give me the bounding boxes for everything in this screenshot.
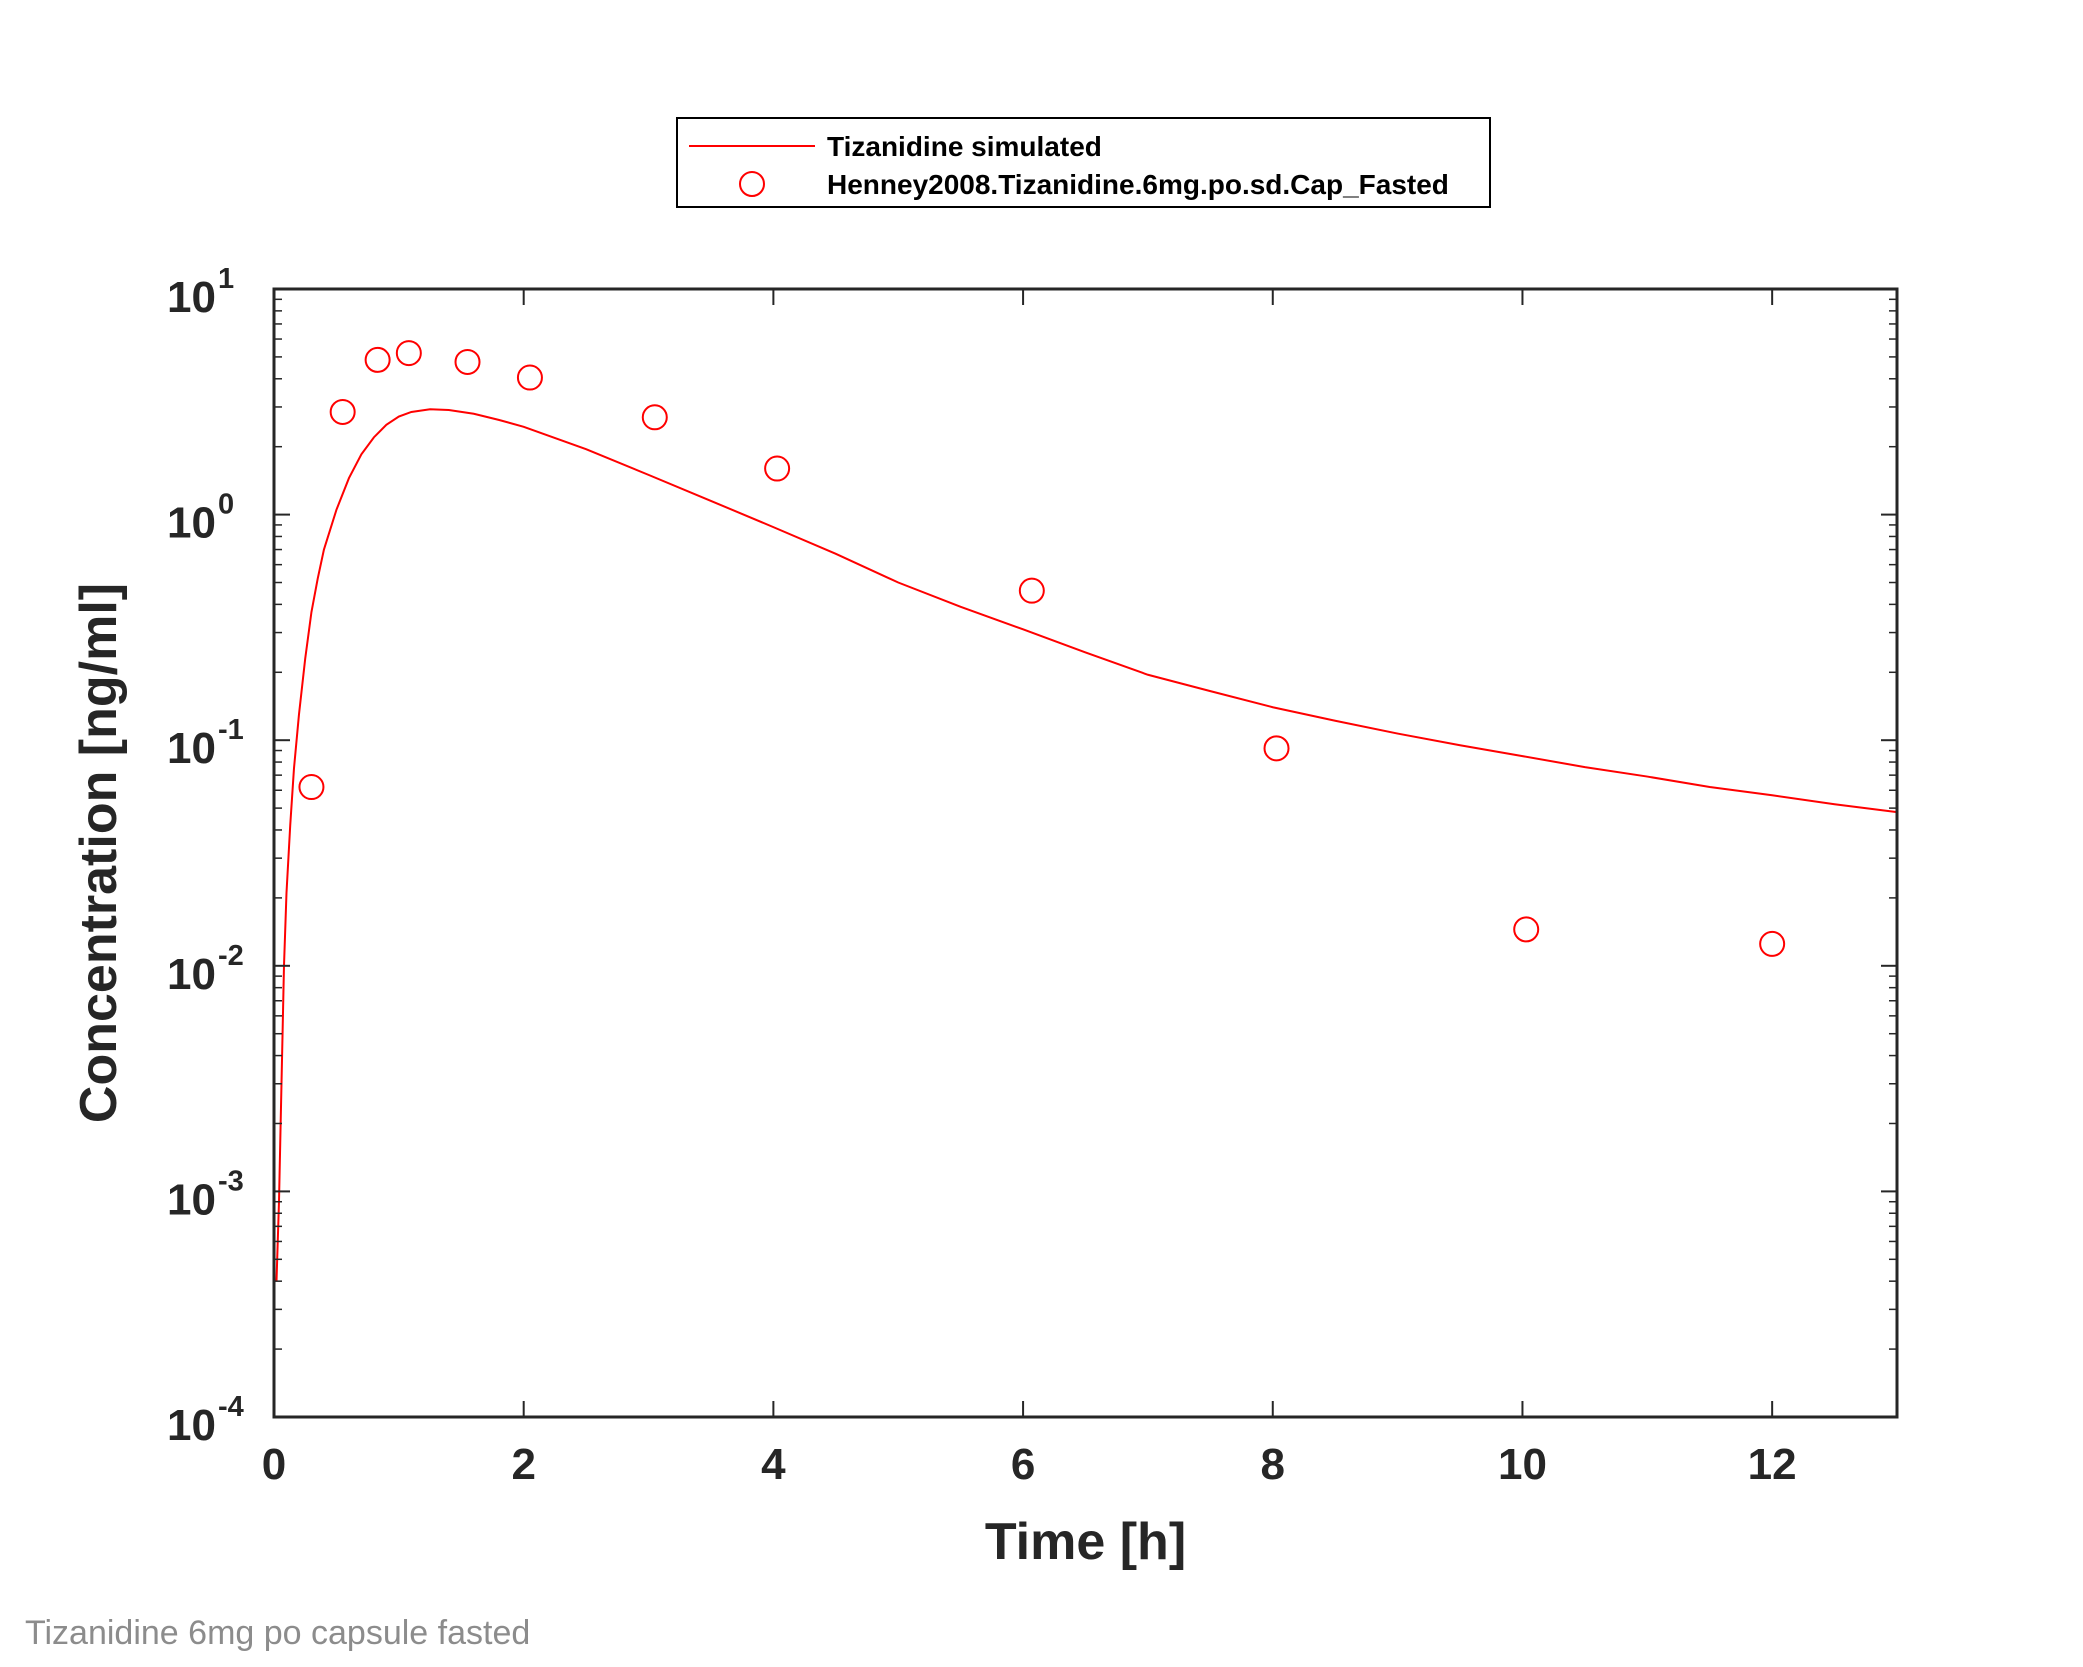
x-tick-label: 4 <box>761 1440 786 1489</box>
data-point <box>1759 930 1786 957</box>
data-point <box>329 398 356 425</box>
y-tick-label: 10 <box>167 499 216 548</box>
y-tick-label: 10 <box>167 950 216 999</box>
x-tick-label: 12 <box>1748 1440 1797 1489</box>
data-point <box>1263 735 1290 762</box>
data-point <box>516 364 543 391</box>
data-point <box>764 455 791 482</box>
x-tick-label: 2 <box>511 1440 535 1489</box>
y-tick-label: 10 <box>167 724 216 773</box>
x-axis-title: Time [h] <box>985 1513 1186 1571</box>
data-point <box>1018 577 1045 604</box>
y-axis-title: Concentration [ng/ml] <box>70 583 128 1123</box>
data-point <box>454 348 481 375</box>
plot-area <box>274 289 1898 1417</box>
x-tick-label: 0 <box>262 1440 286 1489</box>
figure-caption: Tizanidine 6mg po capsule fasted <box>25 1614 531 1652</box>
legend-label: Henney2008.Tizanidine.6mg.po.sd.Cap_Fast… <box>827 169 1449 200</box>
y-tick-exponent: -4 <box>218 1391 244 1423</box>
data-point <box>641 404 668 431</box>
x-tick-label: 8 <box>1261 1440 1285 1489</box>
y-tick-exponent: 1 <box>218 263 234 295</box>
legend-box <box>676 117 1491 208</box>
y-tick-label: 10 <box>167 1401 216 1450</box>
legend: Tizanidine simulated Henney2008.Tizanidin… <box>676 117 1491 208</box>
legend-label: Tizanidine simulated <box>827 131 1102 162</box>
data-point <box>298 774 325 801</box>
data-point <box>395 340 422 367</box>
y-tick-exponent: 0 <box>218 489 234 521</box>
y-tick-label: 10 <box>167 1175 216 1224</box>
y-tick-exponent: -3 <box>218 1165 244 1197</box>
y-tick-label: 10 <box>167 273 216 322</box>
data-point <box>1513 916 1540 943</box>
y-tick-exponent: -2 <box>218 940 244 972</box>
legend-circle-swatch <box>739 171 765 197</box>
data-point <box>364 346 391 373</box>
x-tick-label: 6 <box>1011 1440 1035 1489</box>
x-tick-label: 10 <box>1498 1440 1547 1489</box>
series-line-simulated <box>275 408 1898 1282</box>
y-tick-exponent: -1 <box>218 714 244 746</box>
axes-box <box>272 287 1899 1419</box>
plot-background <box>274 289 1897 1417</box>
